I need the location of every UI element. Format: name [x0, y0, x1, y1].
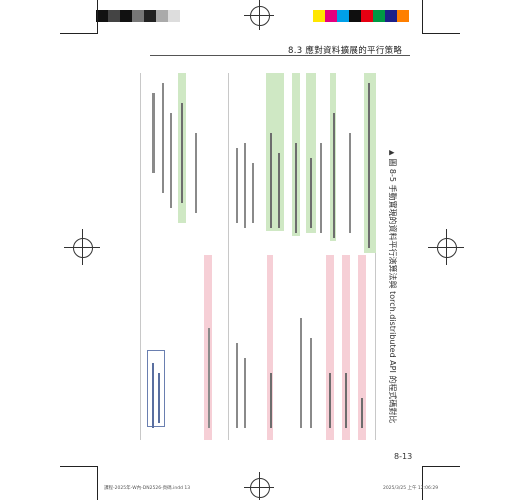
code-line	[310, 338, 313, 431]
header-rule	[150, 55, 410, 56]
code-comparison-figure	[140, 73, 390, 440]
code-line	[181, 103, 184, 206]
code-line	[236, 343, 239, 431]
diff-removed-band	[358, 255, 366, 440]
code-line	[270, 373, 273, 431]
code-line	[310, 158, 313, 231]
print-process-color-bar	[313, 5, 409, 22]
code-line	[345, 373, 348, 431]
code-line	[244, 143, 247, 231]
code-line	[300, 318, 303, 431]
diff-removed-band	[267, 255, 273, 440]
code-line	[195, 133, 198, 216]
code-line	[236, 148, 239, 226]
code-line	[208, 328, 211, 431]
print-slug-filename: 課程-2025年-W內-DN2526-頁碼.indd 13	[104, 486, 191, 491]
code-line	[368, 83, 371, 251]
code-line	[252, 163, 255, 226]
code-line	[270, 133, 273, 231]
diff-removed-band	[326, 255, 334, 440]
diff-added-band	[266, 73, 284, 231]
print-slug-timestamp: 2025/3/25 上午 12:06:29	[383, 486, 439, 491]
highlighted-code-box	[147, 350, 165, 427]
triangle-icon: ▲	[388, 150, 396, 156]
code-line	[349, 133, 352, 236]
code-line	[361, 398, 364, 431]
code-line	[244, 358, 247, 431]
code-line	[152, 93, 155, 176]
figure-caption: ▲ 圖 8-5 手動實現的資料平行演算法與 torch.distributed A…	[378, 150, 402, 423]
code-line	[278, 153, 281, 231]
code-line	[295, 143, 298, 236]
code-line	[170, 113, 173, 211]
code-line	[152, 363, 155, 431]
diff-added-band	[306, 73, 316, 233]
diff-removed-band	[342, 255, 350, 440]
diff-added-band	[364, 73, 376, 253]
code-line	[162, 83, 165, 196]
code-line	[333, 113, 336, 241]
section-header-title: 8.3 應對資料擴展的平行策略	[288, 46, 403, 56]
code-line	[320, 143, 323, 236]
print-grayscale-bar	[96, 5, 180, 22]
code-line	[158, 373, 161, 426]
figure-caption-text: 圖 8-5 手動實現的資料平行演算法與 torch.distributed AP…	[388, 158, 397, 424]
page-number: 8-13	[394, 452, 413, 461]
code-line	[329, 373, 332, 431]
